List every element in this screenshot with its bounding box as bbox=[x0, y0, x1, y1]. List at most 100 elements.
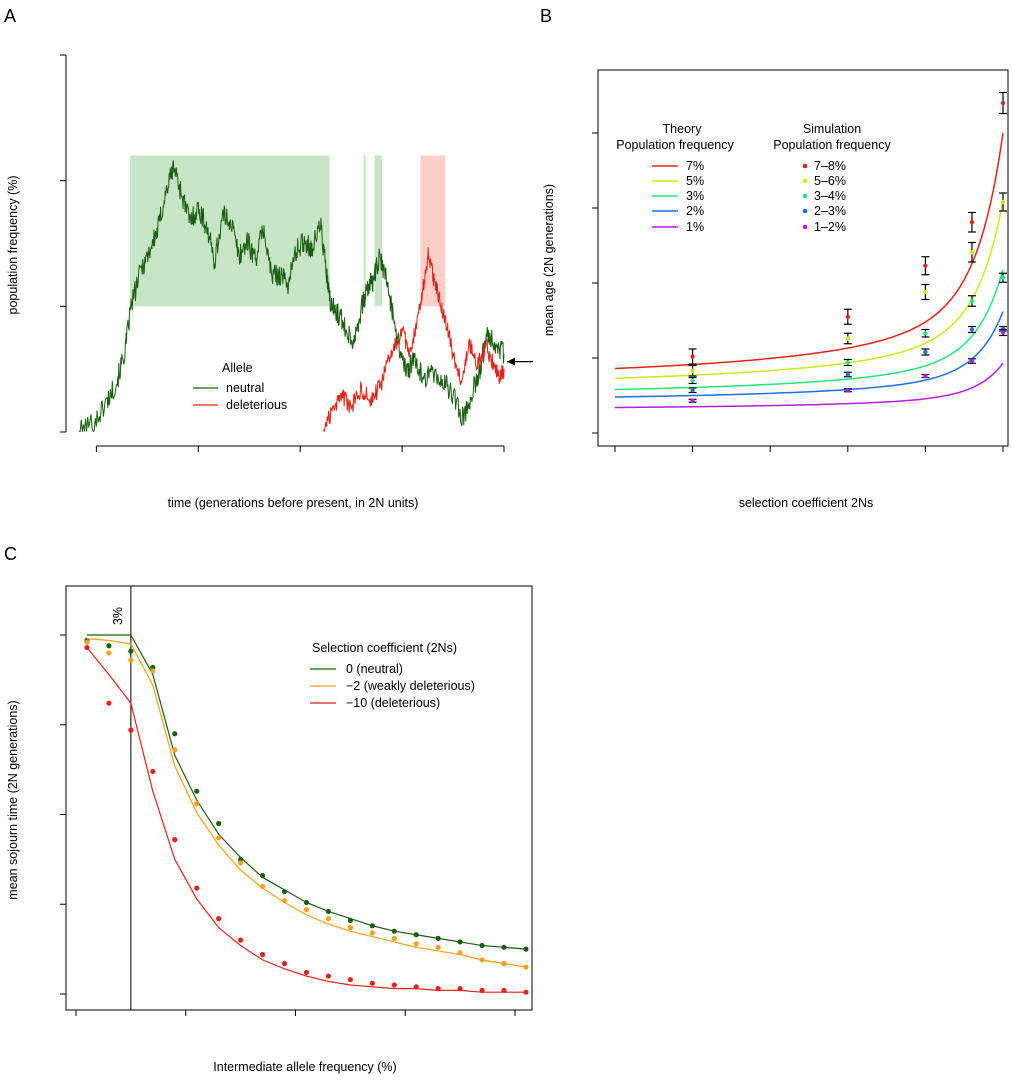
series-point bbox=[479, 987, 485, 994]
panel-b-theory-7: 7% bbox=[686, 159, 704, 173]
series-point bbox=[369, 930, 375, 936]
panel-b-theory-1: 1% bbox=[686, 220, 704, 234]
series-point bbox=[391, 935, 397, 941]
panel-b-theory-3: 3% bbox=[686, 189, 704, 203]
sim-point bbox=[690, 388, 695, 393]
sim-point bbox=[845, 314, 850, 319]
series-point bbox=[523, 989, 529, 995]
panel-label-b: B bbox=[540, 6, 552, 26]
series-point bbox=[281, 889, 288, 895]
series-point bbox=[238, 937, 244, 943]
series-point bbox=[106, 643, 112, 649]
panel-b-sim-title-1: Simulation bbox=[803, 122, 861, 136]
sim-point bbox=[1000, 100, 1006, 106]
series-point bbox=[369, 923, 375, 929]
sim-point bbox=[845, 360, 850, 365]
panel-b-sim-3-4: 3–4% bbox=[814, 189, 846, 203]
series-point bbox=[457, 950, 463, 956]
series-point bbox=[391, 928, 397, 934]
series-point bbox=[194, 885, 200, 891]
panel-b-chart bbox=[592, 69, 1009, 452]
sim-point bbox=[1000, 330, 1006, 335]
series-point bbox=[479, 942, 485, 949]
panel-b-theory-2: 2% bbox=[686, 204, 704, 218]
panel-c-vline-label: 3% bbox=[111, 607, 125, 625]
sim-point bbox=[923, 349, 928, 355]
series-point bbox=[281, 898, 288, 904]
series-point bbox=[172, 731, 178, 737]
series-point bbox=[128, 648, 134, 654]
panel-b-sim-7-8: 7–8% bbox=[814, 159, 846, 173]
theory-curve-5 bbox=[614, 362, 1004, 409]
series-point bbox=[413, 984, 419, 990]
series-point bbox=[172, 837, 178, 843]
panel-c-xlabel: Intermediate allele frequency (%) bbox=[213, 1060, 396, 1074]
series-point bbox=[128, 727, 134, 733]
shaded-region-1 bbox=[130, 155, 330, 307]
shaded-region-3 bbox=[374, 155, 383, 307]
series-point bbox=[216, 835, 222, 841]
series-line-deleterious bbox=[323, 247, 505, 432]
series-point bbox=[106, 700, 112, 706]
plot-frame bbox=[65, 585, 533, 1011]
series-point bbox=[413, 941, 419, 947]
panel-c-ylabel: mean sojourn time (2N generations) bbox=[6, 700, 20, 899]
series-point bbox=[259, 872, 266, 879]
series-point bbox=[128, 657, 134, 663]
series-point bbox=[347, 917, 353, 924]
series-point bbox=[391, 982, 397, 988]
panel-label-a: A bbox=[4, 6, 16, 26]
panel-c-legend-weak: −2 (weakly deleterious) bbox=[346, 679, 475, 693]
series-point bbox=[150, 668, 156, 674]
sim-point bbox=[969, 327, 975, 332]
series-curve-2 bbox=[86, 637, 527, 968]
series-point bbox=[523, 946, 529, 952]
panel-b-theory-5: 5% bbox=[686, 174, 704, 188]
panel-a-ylabel: population frequency (%) bbox=[6, 176, 20, 315]
panel-a-legend-neutral: neutral bbox=[226, 381, 264, 395]
panel-b-sim-title-2: Population frequency bbox=[773, 138, 891, 152]
series-point bbox=[501, 960, 507, 967]
sim-legend-swatch bbox=[802, 224, 808, 230]
series-point bbox=[150, 664, 156, 670]
series-point bbox=[303, 907, 310, 913]
panel-a-legend-title: Allele bbox=[222, 361, 253, 375]
panel-b-theory-title-1: Theory bbox=[663, 122, 703, 136]
panel-b-sim-5-6: 5–6% bbox=[814, 174, 846, 188]
series-point bbox=[259, 951, 266, 958]
series-point bbox=[172, 747, 178, 753]
sim-point bbox=[923, 263, 928, 268]
panel-b-sim-1-2: 1–2% bbox=[814, 220, 846, 234]
series-point bbox=[479, 957, 485, 963]
sim-point bbox=[969, 298, 975, 304]
series-point bbox=[347, 924, 353, 931]
series-line-neutral bbox=[79, 160, 505, 433]
sim-point bbox=[1000, 199, 1006, 205]
series-point bbox=[347, 977, 353, 983]
series-point bbox=[369, 980, 375, 986]
sim-point bbox=[923, 289, 928, 295]
sim-legend-swatch bbox=[802, 208, 808, 214]
theory-curve-2 bbox=[614, 200, 1004, 379]
series-point bbox=[523, 964, 529, 970]
panel-b-sim-2-3: 2–3% bbox=[814, 204, 846, 218]
series-point bbox=[303, 969, 310, 976]
series-point bbox=[457, 986, 463, 992]
sim-point bbox=[690, 378, 695, 383]
series-point bbox=[194, 801, 200, 807]
series-point bbox=[457, 939, 463, 945]
series-point bbox=[259, 883, 266, 889]
shaded-region-2 bbox=[363, 155, 366, 307]
arrow-head bbox=[507, 357, 515, 366]
panel-c-chart bbox=[60, 585, 533, 1016]
sim-point bbox=[690, 398, 695, 403]
theory-curve-3 bbox=[614, 269, 1004, 391]
panel-a-chart bbox=[60, 54, 533, 452]
sim-point bbox=[845, 388, 850, 393]
sim-point bbox=[845, 336, 850, 341]
series-point bbox=[435, 944, 441, 950]
series-point bbox=[150, 768, 156, 775]
series-point bbox=[216, 916, 222, 922]
plot-frame bbox=[597, 69, 1009, 447]
